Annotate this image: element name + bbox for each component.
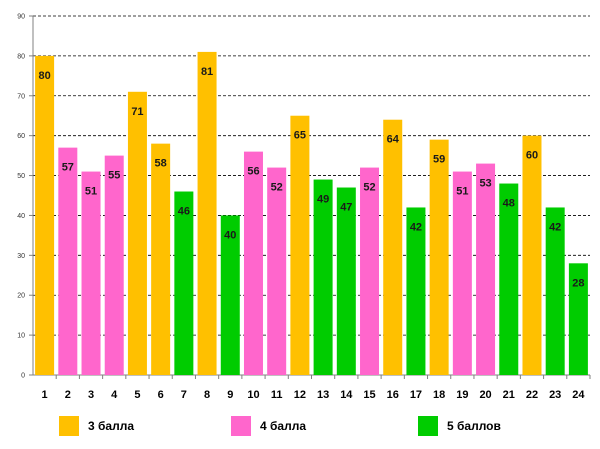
bar-20 <box>476 163 496 375</box>
bar-12 <box>290 115 310 375</box>
data-label-22: 60 <box>526 150 538 162</box>
data-label-17: 42 <box>410 221 422 233</box>
bar-14 <box>336 187 356 375</box>
data-label-14: 47 <box>340 202 352 214</box>
bar-18 <box>429 139 449 375</box>
data-label-12: 65 <box>294 130 306 142</box>
x-tick-label: 24 <box>572 389 585 401</box>
x-tick-label: 1 <box>42 389 48 401</box>
bars <box>35 51 588 376</box>
legend-item-4: 4 балла <box>231 416 306 436</box>
x-tick-label: 11 <box>271 389 283 401</box>
x-tick-label: 5 <box>134 389 140 401</box>
legend-label-4: 4 балла <box>260 419 307 433</box>
legend-item-5: 5 баллов <box>418 416 501 436</box>
x-tick-label: 20 <box>479 389 491 401</box>
x-tick-label: 9 <box>227 389 233 401</box>
y-tick-label: 60 <box>17 133 25 140</box>
data-label-1: 80 <box>38 70 50 82</box>
x-tick-label: 6 <box>158 389 164 401</box>
x-tick-label: 13 <box>317 389 329 401</box>
legend-swatch-3 <box>59 416 79 436</box>
data-label-9: 40 <box>224 229 236 241</box>
legend-label-3: 3 балла <box>88 419 135 433</box>
y-tick-label: 20 <box>17 293 25 300</box>
data-label-13: 49 <box>317 194 329 206</box>
x-tick-labels: 1 2 3 4 5 6 7 8 9 10 11 12 13 14 15 16 17 18 19 20 21 22 23 24 <box>42 389 586 401</box>
bar-chart: 8057515571584681405652654947526442595153… <box>17 14 591 401</box>
bar-9 <box>220 215 240 375</box>
data-label-5: 71 <box>131 106 143 118</box>
data-label-21: 48 <box>503 198 515 210</box>
bar-4 <box>104 155 124 375</box>
bar-19 <box>452 171 472 375</box>
data-label-6: 58 <box>155 158 167 170</box>
x-tick-label: 12 <box>294 389 306 401</box>
bar-13 <box>313 179 333 375</box>
bar-1 <box>35 55 55 376</box>
legend-swatch-5 <box>418 416 438 436</box>
bar-11 <box>267 167 287 375</box>
bar-17 <box>406 207 426 375</box>
x-tick-label: 8 <box>204 389 210 401</box>
x-tick-label: 21 <box>503 389 515 401</box>
bar-22 <box>522 135 542 375</box>
bar-10 <box>243 151 263 375</box>
data-label-2: 57 <box>62 162 74 174</box>
x-tick-label: 2 <box>65 389 71 401</box>
x-tick-label: 15 <box>363 389 375 401</box>
x-tick-label: 23 <box>549 389 561 401</box>
data-label-7: 46 <box>178 206 190 218</box>
y-tick-label: 70 <box>17 93 25 100</box>
bar-6 <box>151 143 171 375</box>
data-label-19: 51 <box>456 186 468 198</box>
bar-15 <box>360 167 380 375</box>
x-tick-label: 16 <box>387 389 399 401</box>
bar-24 <box>568 263 588 375</box>
data-label-4: 55 <box>108 170 120 182</box>
bar-21 <box>499 183 519 375</box>
x-tick-label: 19 <box>456 389 468 401</box>
data-label-18: 59 <box>433 154 445 166</box>
x-tick-label: 4 <box>111 389 118 401</box>
bar-3 <box>81 171 101 375</box>
data-label-3: 51 <box>85 186 97 198</box>
bar-2 <box>58 147 78 375</box>
x-tick-label: 7 <box>181 389 187 401</box>
x-tick-label: 18 <box>433 389 445 401</box>
axes <box>29 15 591 379</box>
bar-23 <box>545 207 565 375</box>
legend-swatch-4 <box>231 416 251 436</box>
data-labels: 80 57 51 55 71 58 46 81 40 56 52 65 49 47 52 64 42 59 51 53… <box>38 66 584 289</box>
x-tick-label: 3 <box>88 389 94 401</box>
data-label-24: 28 <box>572 277 584 289</box>
y-tick-label: 30 <box>17 253 25 260</box>
bar-7 <box>174 191 194 375</box>
y-tick-label: 40 <box>17 213 25 220</box>
bar-8 <box>197 51 217 376</box>
x-tick-label: 10 <box>247 389 259 401</box>
x-tick-label: 17 <box>410 389 422 401</box>
y-tick-label: 10 <box>17 333 25 340</box>
data-label-16: 64 <box>387 134 400 146</box>
y-tick-labels: 0 10 20 30 40 50 60 70 80 90 <box>17 14 25 380</box>
y-tick-label: 90 <box>17 14 25 21</box>
gridlines <box>33 15 590 336</box>
data-label-8: 81 <box>201 66 213 78</box>
y-tick-label: 50 <box>17 173 25 180</box>
x-tick-label: 14 <box>340 389 353 401</box>
data-label-20: 53 <box>479 178 491 190</box>
legend-label-5: 5 баллов <box>447 419 501 433</box>
y-tick-label: 0 <box>21 373 25 380</box>
x-tick-label: 22 <box>526 389 538 401</box>
data-label-15: 52 <box>363 182 375 194</box>
bar-16 <box>383 119 403 375</box>
bar-5 <box>127 91 147 376</box>
y-tick-label: 80 <box>17 53 25 60</box>
data-label-23: 42 <box>549 221 561 233</box>
data-label-11: 52 <box>271 182 283 194</box>
data-label-10: 56 <box>247 166 259 178</box>
legend-item-3: 3 балла <box>59 416 134 436</box>
